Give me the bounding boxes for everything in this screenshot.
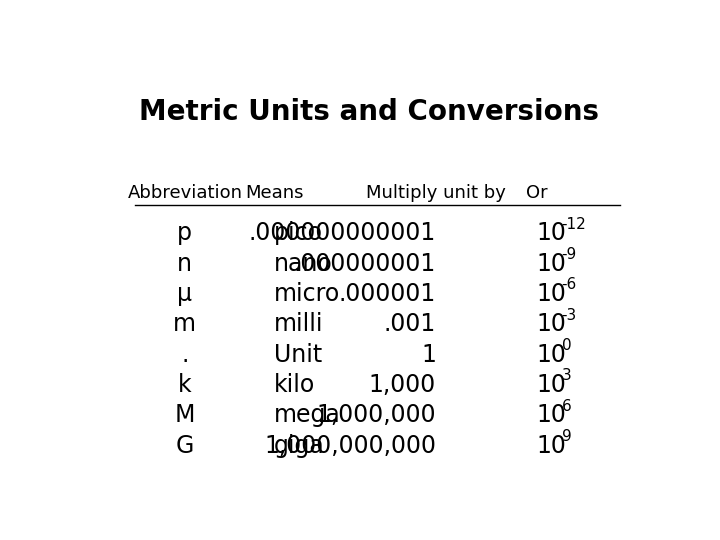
Text: .: . [181, 342, 189, 367]
Text: giga: giga [274, 434, 325, 458]
Text: .000001: .000001 [338, 282, 436, 306]
Text: 10: 10 [536, 403, 566, 427]
Text: 10: 10 [536, 434, 566, 458]
Text: n: n [177, 252, 192, 275]
Text: .000000000001: .000000000001 [248, 221, 436, 245]
Text: mega: mega [274, 403, 341, 427]
Text: -6: -6 [562, 277, 577, 292]
Text: 3: 3 [562, 368, 571, 383]
Text: p: p [177, 221, 192, 245]
Text: micro: micro [274, 282, 341, 306]
Text: .000000001: .000000001 [294, 252, 436, 275]
Text: 1,000: 1,000 [369, 373, 436, 397]
Text: -3: -3 [562, 308, 577, 322]
Text: kilo: kilo [274, 373, 315, 397]
Text: 9: 9 [562, 429, 571, 444]
Text: 0: 0 [562, 338, 571, 353]
Text: k: k [178, 373, 192, 397]
Text: Multiply unit by: Multiply unit by [366, 184, 506, 202]
Text: 10: 10 [536, 312, 566, 336]
Text: 6: 6 [562, 399, 571, 414]
Text: 10: 10 [536, 252, 566, 275]
Text: μ: μ [177, 282, 192, 306]
Text: 1,000,000: 1,000,000 [316, 403, 436, 427]
Text: Means: Means [245, 184, 303, 202]
Text: Metric Units and Conversions: Metric Units and Conversions [139, 98, 599, 126]
Text: 10: 10 [536, 282, 566, 306]
Text: -12: -12 [562, 217, 586, 232]
Text: M: M [175, 403, 195, 427]
Text: Abbreviation: Abbreviation [127, 184, 243, 202]
Text: G: G [176, 434, 194, 458]
Text: pico: pico [274, 221, 323, 245]
Text: .001: .001 [384, 312, 436, 336]
Text: nano: nano [274, 252, 333, 275]
Text: Unit: Unit [274, 342, 323, 367]
Text: 10: 10 [536, 342, 566, 367]
Text: -9: -9 [562, 247, 577, 262]
Text: 1,000,000,000: 1,000,000,000 [264, 434, 436, 458]
Text: milli: milli [274, 312, 324, 336]
Text: m: m [174, 312, 197, 336]
Text: Or: Or [526, 184, 547, 202]
Text: 10: 10 [536, 373, 566, 397]
Text: 10: 10 [536, 221, 566, 245]
Text: 1: 1 [421, 342, 436, 367]
